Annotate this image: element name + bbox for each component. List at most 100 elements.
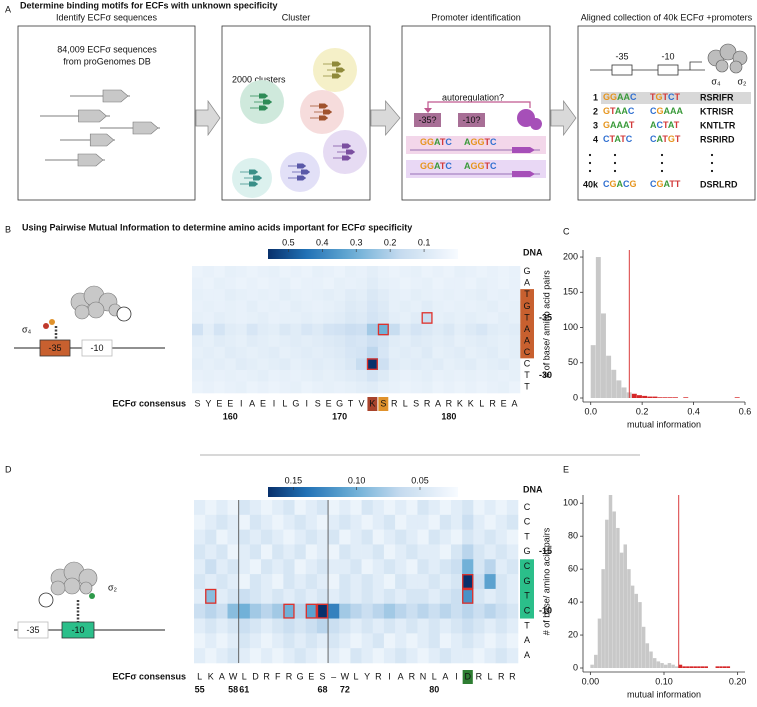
heatmap-cell xyxy=(224,369,237,382)
residue-number: 80 xyxy=(429,684,439,694)
x-axis-label: ECFσ consensus xyxy=(112,398,186,408)
heatmap-cell xyxy=(238,588,251,605)
histogram-bar xyxy=(660,663,664,668)
heatmap-cell xyxy=(366,358,379,371)
ellipsis-dot xyxy=(613,161,617,165)
consensus-residue: S xyxy=(380,398,386,408)
heatmap-cell xyxy=(410,266,422,278)
heatmap-cell xyxy=(272,529,284,545)
heatmap-cell xyxy=(345,381,357,394)
histogram-bar xyxy=(647,396,653,398)
heatmap-cell xyxy=(213,358,226,371)
heatmap-cell xyxy=(465,369,477,382)
ellipsis-dot xyxy=(588,161,592,165)
consensus-residue: – xyxy=(331,671,336,681)
heatmap-cell xyxy=(487,323,499,336)
colorbar-tick-label: 0.10 xyxy=(348,475,366,485)
histogram-bar xyxy=(686,666,690,668)
heatmap-cell xyxy=(350,633,362,649)
heatmap-cell xyxy=(227,574,239,590)
heatmap-cell xyxy=(388,300,401,313)
consensus-residue: S xyxy=(315,398,321,408)
heatmap-cell xyxy=(192,266,204,278)
heatmap-cell xyxy=(257,358,269,371)
heatmap-cell xyxy=(399,323,411,336)
residue-highlight xyxy=(462,670,473,684)
heatmap-cell xyxy=(506,588,519,605)
heatmap-cell xyxy=(506,544,519,560)
heatmap-cell xyxy=(279,381,291,394)
heatmap-cell xyxy=(290,369,302,382)
heatmap-cell xyxy=(421,300,433,313)
x-tick-label: 0.2 xyxy=(636,406,649,416)
heatmap-cell xyxy=(361,514,374,530)
heatmap-cell xyxy=(194,648,206,664)
heatmap-cell xyxy=(383,574,396,590)
sigma-blob xyxy=(729,60,743,74)
histogram-bar xyxy=(641,626,646,668)
x-axis-label: mutual information xyxy=(627,689,701,699)
heatmap-cell xyxy=(432,289,444,301)
heatmap-cell xyxy=(272,514,284,530)
heatmap-cell xyxy=(323,289,335,301)
heatmap-cell xyxy=(339,559,351,575)
heatmap-cell xyxy=(395,529,407,545)
heatmap-cell xyxy=(261,588,273,605)
nucleotide: T xyxy=(610,134,616,144)
heatmap-cell xyxy=(443,346,455,359)
heatmap-cell xyxy=(205,648,217,664)
histogram-bar xyxy=(662,397,668,398)
heatmap-cell xyxy=(279,266,291,278)
heatmap-cell xyxy=(495,514,508,530)
heatmap-cell xyxy=(476,323,488,336)
heatmap-cell xyxy=(345,266,357,278)
cluster-gene xyxy=(319,115,328,121)
heatmap-cell xyxy=(361,544,374,560)
nucleotide: C xyxy=(650,134,657,144)
heatmap-cell xyxy=(417,559,429,575)
heatmap-cell xyxy=(345,289,357,301)
heatmap-cell xyxy=(465,289,477,301)
heatmap-cell xyxy=(372,514,385,530)
heatmap-cell xyxy=(450,559,463,575)
heatmap-cell xyxy=(473,529,485,545)
histogram-bar xyxy=(683,397,689,398)
row-id: 1 xyxy=(593,92,598,102)
consensus-residue: S xyxy=(413,398,419,408)
heatmap-cell xyxy=(328,648,340,664)
heatmap-cell xyxy=(361,633,374,649)
seq-10: ACTAT xyxy=(650,120,680,130)
header-box xyxy=(657,64,679,76)
heatmap-cell xyxy=(268,323,280,336)
heatmap-cell xyxy=(356,346,368,359)
heatmap-cell xyxy=(224,277,237,290)
heatmap-cell xyxy=(192,323,204,336)
consensus-residue: F xyxy=(275,671,281,681)
heatmap-cell xyxy=(509,266,521,278)
promoter-band xyxy=(406,160,546,178)
ellipsis-dot xyxy=(660,161,664,165)
heatmap-cell xyxy=(443,369,455,382)
histogram-bar xyxy=(595,257,601,398)
heatmap-cell xyxy=(246,323,258,336)
nucleotide: A xyxy=(621,106,628,116)
heatmap-cell xyxy=(450,500,463,516)
heatmap-cell xyxy=(294,514,307,530)
colorbar xyxy=(268,487,458,497)
heatmap-cell xyxy=(261,648,273,664)
heatmap-cell xyxy=(443,312,455,325)
y-tick-label: 50 xyxy=(568,357,578,367)
heatmap-cell xyxy=(316,559,329,575)
heatmap-cell xyxy=(498,346,510,359)
heatmap-cell xyxy=(487,266,499,278)
heatmap-cell xyxy=(428,648,441,664)
heatmap-cell xyxy=(249,574,262,590)
heatmap-cell xyxy=(395,544,407,560)
heatmap-cell xyxy=(227,603,239,619)
heatmap-cell xyxy=(235,277,247,290)
heatmap-cell xyxy=(213,300,226,313)
promoter-box xyxy=(81,339,113,357)
heatmap-cell xyxy=(192,277,204,290)
seq-35: CTATC xyxy=(603,134,633,144)
nucleotide: T xyxy=(663,120,669,130)
